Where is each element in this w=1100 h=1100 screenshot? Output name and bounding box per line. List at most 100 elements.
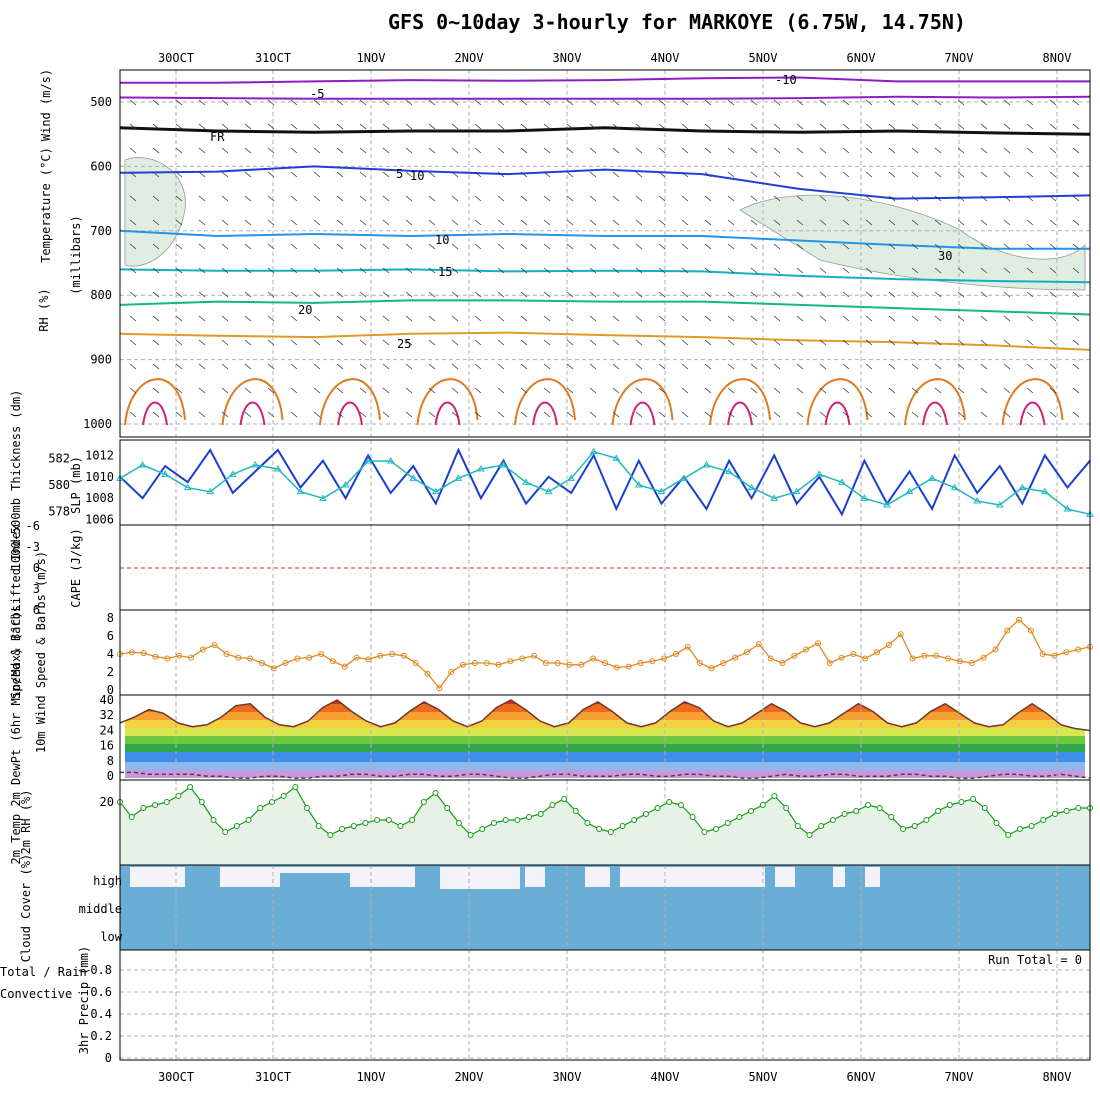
wind-barb <box>1049 315 1057 322</box>
thickness-point <box>928 474 936 481</box>
wind-barb <box>1026 195 1034 202</box>
wind-barb <box>1026 411 1034 418</box>
wind-barb <box>796 219 804 226</box>
rh2m-point <box>584 820 591 826</box>
wind-barb <box>589 387 597 394</box>
wind-barb <box>888 243 896 250</box>
wind-barb <box>888 195 896 202</box>
wind-speed-point <box>341 663 348 670</box>
date-label-bottom: 7NOV <box>945 1070 974 1084</box>
thickness-point <box>725 467 733 475</box>
rh2m-point <box>946 802 953 808</box>
rh2m-point <box>1075 805 1082 811</box>
temp-color-band <box>125 712 1085 720</box>
wind-barb <box>290 363 298 370</box>
wind-barb <box>313 291 321 298</box>
pressure-tick-label: 700 <box>90 224 112 238</box>
thickness-tick-label: 580 <box>48 478 70 492</box>
wind-barb <box>382 123 390 130</box>
wind-barb <box>1049 363 1057 370</box>
wind-speed-point <box>732 654 739 661</box>
wind-barb <box>566 219 574 226</box>
wind-barb <box>1049 219 1057 226</box>
rh2m-point <box>853 808 860 814</box>
isotherm-35 <box>727 401 753 426</box>
wind-barb <box>129 171 137 178</box>
wind-barb <box>520 291 528 298</box>
rh2m-point <box>806 832 813 838</box>
wind-barb <box>543 411 551 418</box>
rh2m-point <box>993 820 1000 826</box>
wind-barb <box>934 219 942 226</box>
wind-barb <box>1072 339 1080 346</box>
wind-barb <box>474 99 482 106</box>
thickness-point <box>409 474 418 481</box>
wind-barb <box>198 339 206 346</box>
wind-barb <box>957 411 965 418</box>
wind-speed-point <box>708 665 715 672</box>
isotherm-30 <box>1001 378 1064 426</box>
wind-barb <box>658 411 666 418</box>
rh2m-point <box>713 826 720 832</box>
wind-barb <box>221 291 229 298</box>
wind-speed-point <box>495 661 502 668</box>
wind-barb <box>1072 267 1080 274</box>
isotherm-line <box>119 229 1090 250</box>
isotherm-30 <box>611 378 674 426</box>
wind-barb <box>543 171 551 178</box>
wind-barb <box>681 195 689 202</box>
wind-barb <box>865 363 873 370</box>
wind-barb <box>589 195 597 202</box>
wind-barb <box>520 123 528 130</box>
wind-barb <box>842 195 850 202</box>
wind-barb <box>198 243 206 250</box>
wind-barb <box>865 219 873 226</box>
rh2m-point <box>350 823 357 829</box>
wind-barb <box>888 411 896 418</box>
wind-barb <box>313 195 321 202</box>
wind-barb <box>520 363 528 370</box>
rh2m-point <box>490 820 497 826</box>
wind-barb <box>888 123 896 130</box>
wind-barb <box>635 219 643 226</box>
wind-barb <box>681 387 689 394</box>
wind-barb <box>842 219 850 226</box>
wind-speed-point <box>507 658 514 665</box>
wind-barb <box>750 147 758 154</box>
wind-barb <box>819 339 827 346</box>
wind-barb <box>980 339 988 346</box>
rh2m-point <box>233 823 240 829</box>
wind-speed-point <box>140 650 147 657</box>
wind-barb <box>290 123 298 130</box>
wind-barb <box>428 387 436 394</box>
wind-barb <box>658 219 666 226</box>
isotherm-35 <box>142 401 168 426</box>
wind-barb <box>405 123 413 130</box>
wind-barb <box>336 387 344 394</box>
wind-barb <box>865 147 873 154</box>
thickness-point <box>364 457 373 464</box>
wind-barb <box>313 315 321 322</box>
wind-speed-point <box>294 655 301 662</box>
wind-barb <box>727 123 735 130</box>
rh2m-point <box>561 796 568 802</box>
wind-barb <box>957 387 965 394</box>
wind-barb <box>1072 219 1080 226</box>
contour-label: 10 <box>435 233 449 247</box>
isotherm-line <box>120 76 1090 84</box>
wind-barb <box>198 291 206 298</box>
wind-barb <box>980 243 988 250</box>
wind-barb <box>474 123 482 130</box>
rh2m-fill <box>120 787 1090 865</box>
wind-barb <box>359 219 367 226</box>
thickness-point <box>657 487 666 495</box>
wind-barb <box>1026 147 1034 154</box>
wind-barb <box>175 411 183 418</box>
date-label-bottom: 6NOV <box>847 1070 876 1084</box>
wind-barb <box>451 243 459 250</box>
wind-barb <box>957 291 965 298</box>
wind-barb <box>911 339 919 346</box>
wind-barb <box>1072 363 1080 370</box>
rh2m-point <box>514 817 521 823</box>
wind-speed-point <box>1075 646 1082 653</box>
